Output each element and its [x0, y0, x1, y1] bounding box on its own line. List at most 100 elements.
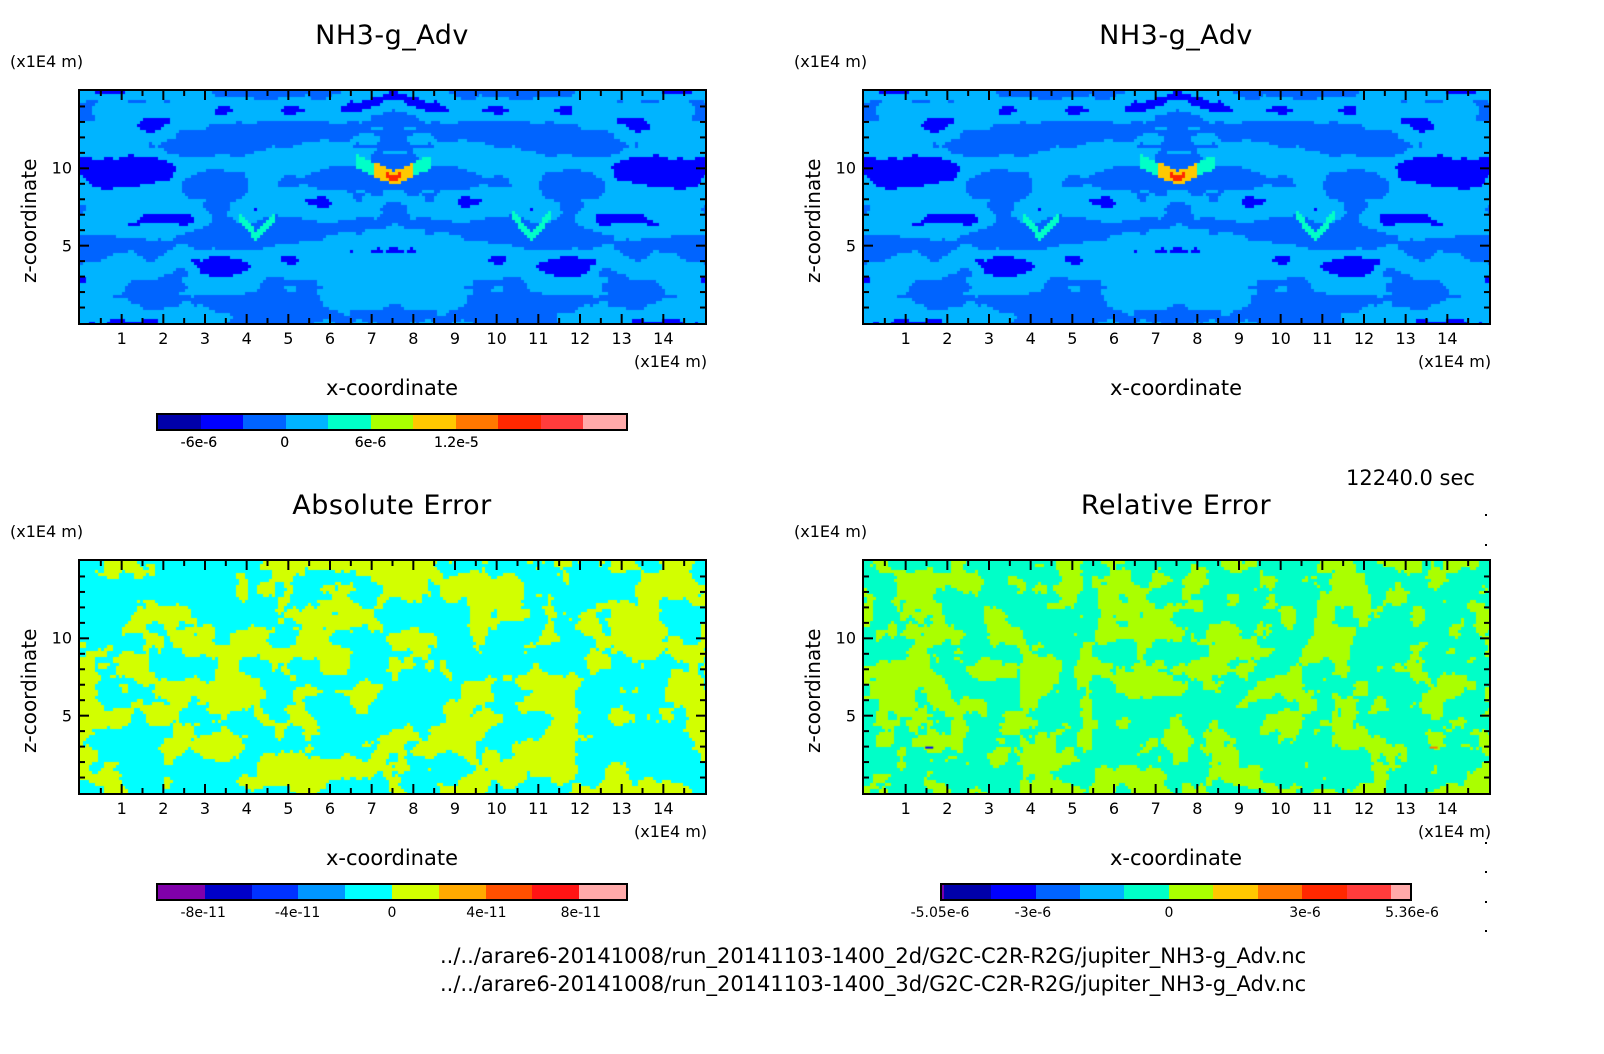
colorbar-tick-label: 8e-11: [560, 905, 601, 921]
axis-ticks: [80, 91, 705, 323]
time-label: 12240.0 sec: [1346, 466, 1475, 490]
colorbar-tick-label: -8e-11: [180, 905, 226, 921]
colorbar-segment: [1346, 885, 1392, 899]
x-tick-label: 12: [1353, 799, 1375, 818]
chart-title: NH3-g_Adv: [1099, 20, 1253, 51]
colorbar-tick-label: -3e-6: [1014, 905, 1052, 921]
x-tick-label: 8: [408, 799, 419, 818]
x-tick-label: 11: [1312, 799, 1333, 818]
x-tick-label: 10: [1270, 799, 1291, 818]
colorbar-segment: [158, 415, 201, 429]
x-tick-label: 12: [569, 799, 591, 818]
x-tick-label: 4: [1025, 329, 1036, 348]
axis-ticks: [864, 91, 1489, 323]
x-tick-label: 13: [1395, 329, 1416, 348]
chart-title: Absolute Error: [292, 490, 492, 521]
x-tick-label: 5: [1067, 329, 1078, 348]
y-tick-label: 10: [51, 158, 72, 178]
x-tick-label: 7: [1150, 799, 1161, 818]
contour-field: [80, 561, 705, 793]
contour-field: [864, 91, 1489, 323]
colorbar-segment: [158, 885, 205, 899]
colorbar-segment: [498, 415, 541, 429]
contour-field: [80, 91, 705, 323]
y-unit-label: (x1E4 m): [794, 52, 868, 71]
x-axis-label: x-coordinate: [1109, 846, 1243, 870]
colorbar-tick-label: 1.2e-5: [433, 435, 479, 451]
colorbar-tick-label: 6e-6: [354, 435, 387, 451]
colorbar-segment: [345, 885, 392, 899]
colorbar-segment: [285, 415, 329, 429]
colorbar-segment: [532, 885, 580, 899]
colorbar-tick-label: 1.2e-5: [433, 435, 479, 451]
x-tick-label: 14: [653, 799, 674, 818]
colorbar-tick-label: 5.36e-6: [1385, 905, 1439, 921]
colorbar-tick-label: 3e-6: [1289, 905, 1321, 921]
colorbar-segment: [200, 415, 244, 429]
x-tick-label: 3: [983, 329, 995, 348]
colorbar-segment: [251, 885, 299, 899]
x-unit-label: (x1E4 m): [1418, 352, 1492, 371]
stray-dot: [1485, 544, 1487, 546]
y-tick-label: 10: [835, 628, 856, 648]
x-tick-label: 13: [1395, 799, 1416, 818]
stray-dot: [1485, 901, 1487, 903]
x-unit-label: (x1E4 m): [1418, 822, 1492, 841]
colorbar-segment: [455, 415, 499, 429]
x-tick-label: 4: [1025, 799, 1036, 818]
colorbar-segment: [328, 415, 371, 429]
colorbar-segment: [1124, 885, 1169, 899]
x-tick-label: 11: [528, 799, 549, 818]
x-tick-label: 1: [116, 329, 127, 348]
chart-title: NH3-g_Adv: [315, 20, 469, 51]
colorbar-segment: [944, 885, 992, 899]
stray-dot: [1485, 871, 1487, 873]
colorbar-segment: [1080, 885, 1125, 899]
x-tick-label: 5: [283, 329, 294, 348]
colorbar: [156, 413, 628, 431]
colorbar-tick-label: -4e-11: [274, 905, 321, 921]
x-tick-label: 8: [1192, 329, 1203, 348]
y-axis-label: z-coordinate: [17, 158, 41, 283]
x-unit-label: (x1E4 m): [634, 352, 708, 371]
colorbar-tick-label: 0: [280, 435, 290, 451]
colorbar-segment: [370, 415, 414, 429]
x-tick-label: 3: [199, 329, 211, 348]
x-tick-label: 9: [1233, 329, 1245, 348]
x-tick-label: 8: [1192, 799, 1203, 818]
x-tick-label: 4: [241, 799, 252, 818]
y-unit-label: (x1E4 m): [10, 522, 84, 541]
colorbar-tick-label: -6e-6: [180, 435, 218, 451]
x-tick-label: 6: [1108, 799, 1120, 818]
stray-dot: [1485, 514, 1487, 516]
x-tick-label: 9: [449, 799, 461, 818]
x-tick-label: 6: [1108, 329, 1120, 348]
x-tick-label: 5: [283, 799, 294, 818]
x-tick-label: 2: [942, 329, 953, 348]
file-path-2d: ../../arare6-20141008/run_20141103-1400_…: [440, 944, 1307, 968]
colorbar-segment: [991, 885, 1036, 899]
colorbar-segment: [540, 415, 584, 429]
x-unit-label: (x1E4 m): [634, 822, 708, 841]
x-tick-label: 13: [611, 329, 632, 348]
x-tick-label: 1: [116, 799, 127, 818]
colorbar: [940, 883, 1412, 901]
x-tick-label: 10: [1270, 329, 1291, 348]
plot-area: [862, 559, 1491, 795]
x-tick-label: 1: [900, 799, 911, 818]
colorbar-tick-label: 6e-6: [354, 435, 387, 451]
contour-field: [864, 561, 1489, 793]
colorbar-segment: [485, 885, 533, 899]
colorbar-segment: [243, 415, 286, 429]
x-tick-label: 7: [1150, 329, 1161, 348]
x-tick-label: 2: [942, 799, 953, 818]
x-tick-label: 3: [983, 799, 995, 818]
x-axis-label: x-coordinate: [325, 376, 459, 400]
x-tick-label: 14: [653, 329, 674, 348]
y-unit-label: (x1E4 m): [10, 52, 84, 71]
y-axis-label: z-coordinate: [17, 628, 41, 753]
x-tick-label: 14: [1437, 799, 1458, 818]
x-tick-label: 10: [486, 329, 507, 348]
chart-title: Relative Error: [1080, 490, 1272, 521]
y-tick-label: 5: [61, 706, 72, 726]
